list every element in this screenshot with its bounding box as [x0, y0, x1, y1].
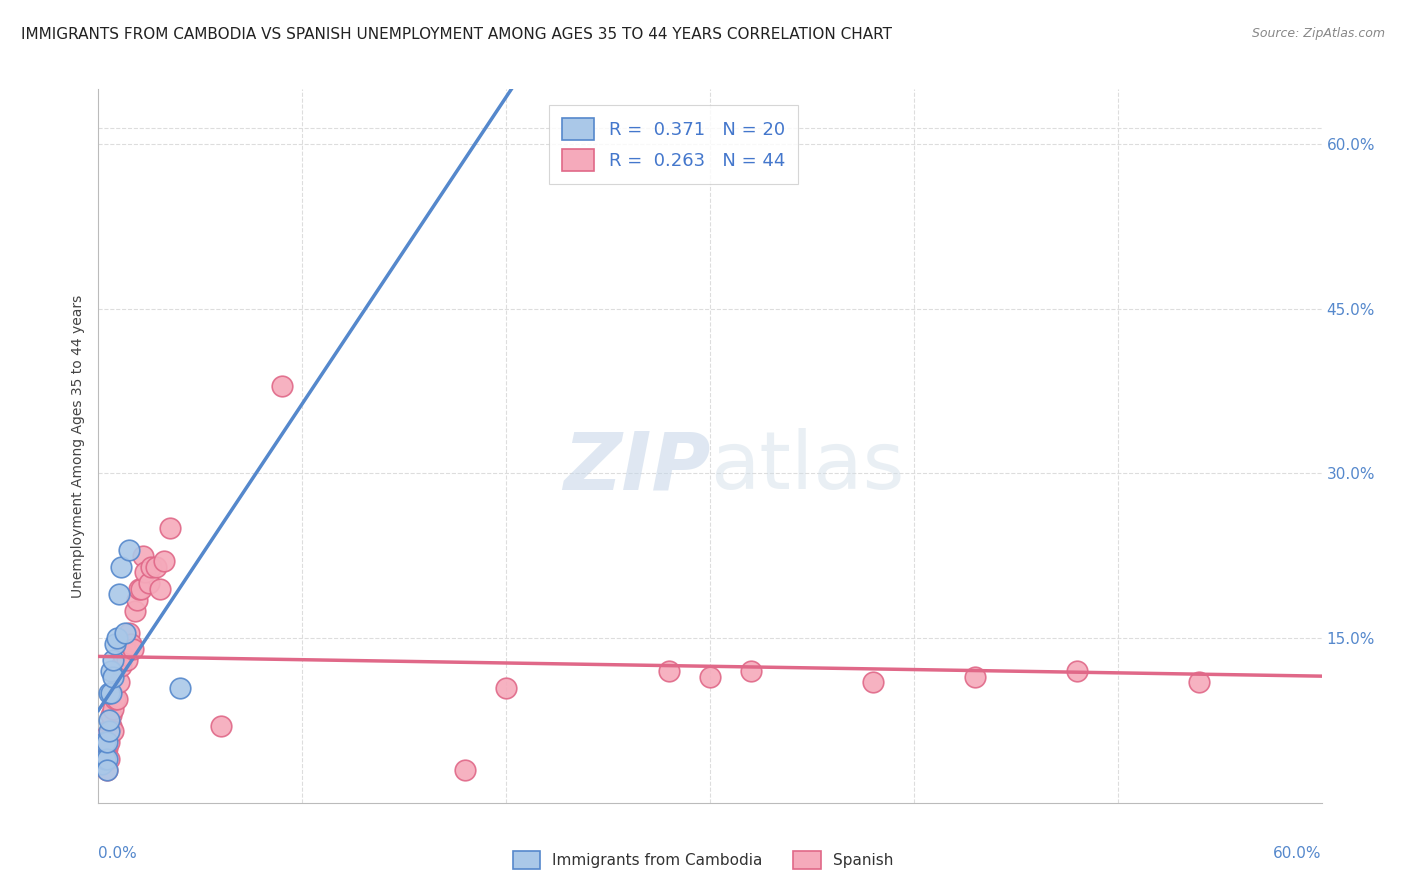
Point — [100, 664, 122, 678]
Point — [138, 576, 160, 591]
Point — [149, 582, 172, 596]
Point — [101, 702, 124, 716]
Point — [100, 719, 122, 733]
Point — [1188, 675, 1211, 690]
Point — [862, 675, 884, 690]
Point — [270, 378, 294, 392]
Point — [141, 559, 163, 574]
Text: atlas: atlas — [710, 428, 904, 507]
Point — [105, 631, 128, 645]
Legend: Immigrants from Cambodia, Spanish: Immigrants from Cambodia, Spanish — [506, 845, 900, 875]
Point — [118, 543, 141, 558]
Point — [93, 735, 115, 749]
Legend: R =  0.371   N = 20, R =  0.263   N = 44: R = 0.371 N = 20, R = 0.263 N = 44 — [548, 105, 797, 184]
Point — [132, 549, 155, 563]
Point — [91, 757, 114, 772]
Point — [120, 637, 142, 651]
Point — [129, 582, 152, 596]
Point — [93, 752, 115, 766]
Point — [97, 724, 120, 739]
Point — [97, 714, 120, 728]
Text: 0.0%: 0.0% — [98, 846, 138, 861]
Point — [93, 752, 115, 766]
Point — [100, 686, 122, 700]
Point — [101, 724, 124, 739]
Point — [159, 521, 181, 535]
Y-axis label: Unemployment Among Ages 35 to 44 years: Unemployment Among Ages 35 to 44 years — [70, 294, 84, 598]
Point — [495, 681, 517, 695]
Point — [169, 681, 191, 695]
Point — [91, 757, 114, 772]
Point — [128, 582, 150, 596]
Point — [93, 730, 115, 744]
Point — [145, 559, 167, 574]
Point — [96, 763, 118, 777]
Point — [110, 559, 132, 574]
Point — [124, 604, 146, 618]
Point — [108, 587, 131, 601]
Point — [97, 752, 120, 766]
Point — [96, 735, 118, 749]
Point — [100, 708, 122, 723]
Point — [115, 653, 138, 667]
Point — [97, 686, 120, 700]
Point — [134, 566, 156, 580]
Point — [699, 669, 721, 683]
Text: IMMIGRANTS FROM CAMBODIA VS SPANISH UNEMPLOYMENT AMONG AGES 35 TO 44 YEARS CORRE: IMMIGRANTS FROM CAMBODIA VS SPANISH UNEM… — [21, 27, 891, 42]
Point — [105, 691, 128, 706]
Point — [96, 740, 118, 755]
Point — [209, 719, 232, 733]
Point — [152, 554, 174, 568]
Point — [965, 669, 987, 683]
Point — [127, 592, 149, 607]
Point — [114, 642, 136, 657]
Point — [96, 752, 118, 766]
Point — [104, 637, 127, 651]
Point — [658, 664, 681, 678]
Point — [122, 642, 145, 657]
Point — [114, 625, 136, 640]
Point — [97, 735, 120, 749]
Point — [104, 691, 127, 706]
Point — [101, 653, 124, 667]
Point — [740, 664, 762, 678]
Point — [96, 763, 118, 777]
Point — [110, 658, 132, 673]
Point — [108, 675, 131, 690]
Point — [454, 763, 477, 777]
Point — [111, 648, 134, 662]
Text: ZIP: ZIP — [562, 428, 710, 507]
Text: 60.0%: 60.0% — [1274, 846, 1322, 861]
Text: Source: ZipAtlas.com: Source: ZipAtlas.com — [1251, 27, 1385, 40]
Point — [101, 669, 124, 683]
Point — [1066, 664, 1088, 678]
Point — [118, 625, 141, 640]
